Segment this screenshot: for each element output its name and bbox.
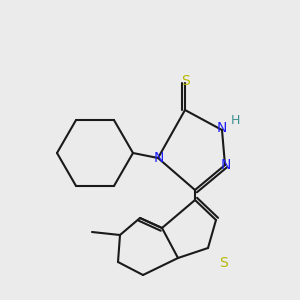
Text: H: H	[230, 113, 240, 127]
Text: N: N	[221, 158, 231, 172]
Text: S: S	[181, 74, 189, 88]
Text: S: S	[220, 256, 228, 270]
Text: N: N	[154, 151, 164, 165]
Text: N: N	[217, 121, 227, 135]
